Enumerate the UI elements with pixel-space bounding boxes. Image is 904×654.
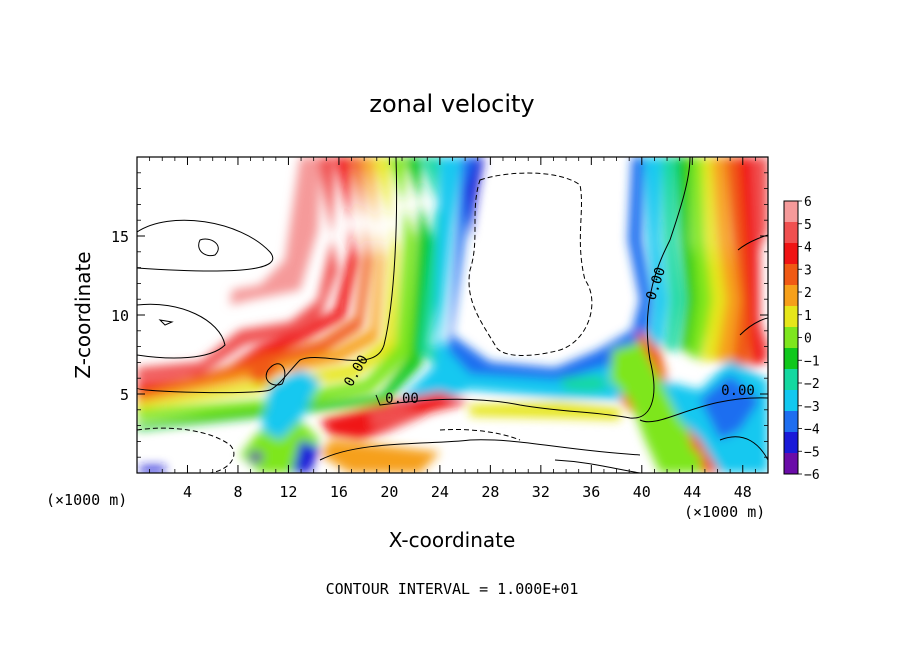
contour-line	[375, 157, 691, 419]
field-band	[680, 452, 702, 473]
contour-line	[198, 238, 219, 257]
colorbar-tick-label: 0	[804, 332, 812, 347]
x-tick-label: 44	[683, 483, 701, 501]
negative-contour	[468, 172, 593, 356]
colorbar-segment	[784, 243, 798, 265]
x-tick-label: 8	[233, 483, 242, 501]
x-tick-label: 36	[582, 483, 600, 501]
field-band	[700, 375, 760, 440]
colorbar: 6 5 4 3 2 1 0 −1 −2 −3 −4 −5 −6	[783, 195, 820, 483]
field-band	[470, 402, 620, 420]
field-band	[230, 157, 322, 305]
contour-line	[158, 319, 174, 326]
colorbar-segment	[784, 306, 798, 328]
contour-lines	[137, 157, 768, 473]
colorbar-tick-label: −3	[804, 400, 820, 415]
field-band	[466, 157, 484, 240]
contour-line	[639, 397, 768, 423]
contour-line	[719, 436, 768, 461]
y-tick-label: 5	[120, 386, 129, 404]
field-band	[676, 157, 700, 352]
field-band	[448, 157, 652, 380]
x-unit-label-left: (×1000 m)	[46, 491, 127, 509]
field-band	[560, 375, 610, 392]
negative-contour	[137, 427, 235, 473]
x-tick-label: 20	[380, 483, 398, 501]
field-band	[140, 466, 165, 473]
field-band	[292, 440, 320, 473]
x-tick-label: 16	[330, 483, 348, 501]
contour-interval-note: CONTOUR INTERVAL = 1.000E+01	[326, 580, 579, 598]
contour-line	[319, 439, 641, 461]
field-band	[250, 452, 262, 462]
colorbar-tick-label: 1	[804, 309, 812, 324]
colorbar-segment	[784, 432, 798, 454]
x-tick-label: 48	[734, 483, 752, 501]
y-tick-label: 15	[111, 228, 129, 246]
field-band	[712, 157, 742, 362]
contour-line	[137, 219, 274, 272]
x-unit-label-right: (×1000 m)	[684, 503, 765, 521]
y-axis-ticks: 5 10 15	[111, 172, 768, 458]
contour-line	[265, 363, 286, 386]
field-band	[137, 157, 358, 392]
colorbar-tick-label: −4	[804, 423, 820, 438]
contour-label: 0.00	[721, 383, 755, 399]
colorbar-segment	[784, 285, 798, 307]
colorbar-tick-label: −5	[804, 445, 820, 460]
contour-label: 0.00	[385, 391, 419, 407]
colorbar-tick-label: 2	[804, 286, 812, 301]
field-band	[725, 157, 752, 365]
field-band	[250, 352, 278, 385]
field-band	[688, 157, 714, 360]
field-band	[644, 157, 668, 352]
contour-line	[137, 303, 226, 359]
contour-line	[554, 459, 641, 473]
y-tick-label: 10	[111, 307, 129, 325]
field-band	[662, 157, 684, 352]
colorbar-tick-label: −1	[804, 354, 820, 369]
contour-line	[137, 157, 398, 394]
colorbar-tick-label: 4	[804, 241, 812, 256]
x-tick-label: 40	[633, 483, 651, 501]
colorbar-tick-label: 3	[804, 263, 812, 278]
colorbar-segment	[784, 201, 798, 223]
plot-area	[137, 157, 768, 473]
colorbar-segment	[784, 348, 798, 370]
colorbar-segment	[784, 390, 798, 412]
x-tick-label: 12	[279, 483, 297, 501]
field-band	[137, 157, 338, 380]
colorbar-segment	[784, 327, 798, 349]
chart-title: zonal velocity	[369, 90, 534, 118]
x-tick-label: 28	[481, 483, 499, 501]
colorbar-tick-label: 6	[804, 195, 812, 210]
colorbar-tick-label: −6	[804, 468, 820, 483]
field-band	[752, 157, 768, 365]
colorbar-tick-label: 5	[804, 218, 812, 233]
field-band	[738, 157, 768, 368]
x-tick-label: 24	[431, 483, 449, 501]
field-band	[370, 405, 420, 428]
contour-labels: 0.000.000.000.00	[341, 265, 755, 407]
x-axis-label: X-coordinate	[389, 528, 516, 552]
colorbar-segment	[784, 411, 798, 433]
field-band	[262, 370, 320, 440]
field-band	[702, 157, 728, 362]
negative-contour	[439, 429, 521, 441]
field-band	[610, 342, 700, 473]
colorbar-segment	[784, 264, 798, 286]
x-tick-label: 4	[183, 483, 192, 501]
colorbar-tick-label: −2	[804, 377, 820, 392]
colorbar-segment	[784, 453, 798, 475]
colorbar-segment	[784, 222, 798, 244]
x-axis-ticks: 4 8 12 16 20 24 28 32 36 40 44 48	[149, 157, 756, 501]
y-axis-label: Z-coordinate	[71, 251, 95, 378]
field-band	[320, 440, 440, 473]
colorbar-segment	[784, 369, 798, 391]
x-tick-label: 32	[532, 483, 550, 501]
